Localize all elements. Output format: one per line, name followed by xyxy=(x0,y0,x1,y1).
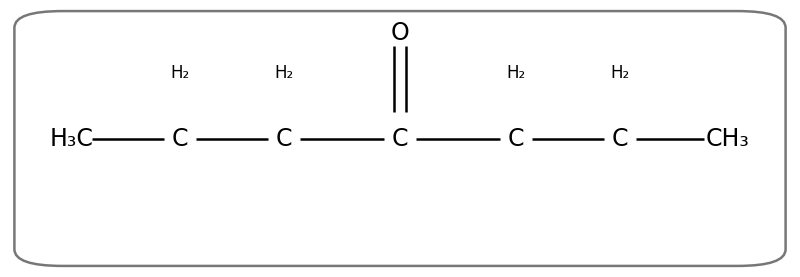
Text: H₂: H₂ xyxy=(506,65,526,82)
Text: C: C xyxy=(172,127,188,150)
Text: C: C xyxy=(612,127,628,150)
FancyBboxPatch shape xyxy=(14,11,786,266)
Text: H₂: H₂ xyxy=(274,65,294,82)
Text: H₃C: H₃C xyxy=(50,127,94,150)
Text: H₂: H₂ xyxy=(610,65,630,82)
Text: C: C xyxy=(392,127,408,150)
Text: C: C xyxy=(508,127,524,150)
Text: C: C xyxy=(276,127,292,150)
Text: O: O xyxy=(390,21,410,45)
Text: CH₃: CH₃ xyxy=(706,127,750,150)
Text: H₂: H₂ xyxy=(170,65,190,82)
